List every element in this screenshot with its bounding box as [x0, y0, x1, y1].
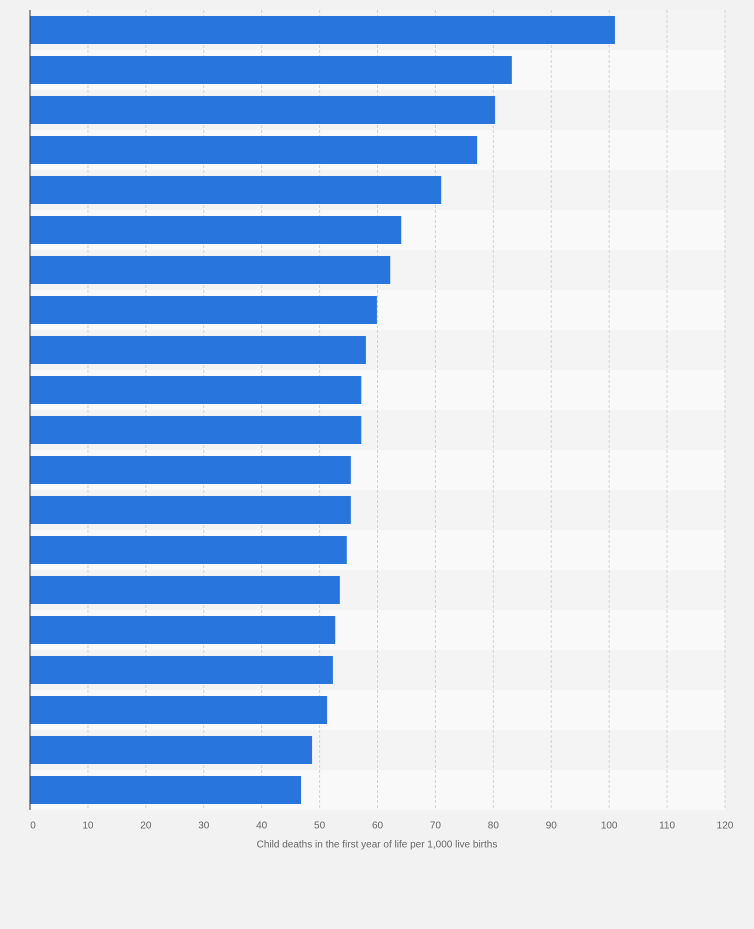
- x-tick-label: 70: [430, 821, 442, 832]
- bar: [30, 96, 496, 124]
- x-tick-label: 20: [140, 821, 152, 832]
- x-tick-label: 110: [659, 821, 675, 832]
- x-tick-label: 120: [717, 821, 734, 832]
- bar: [30, 736, 313, 764]
- x-tick-label: 100: [601, 821, 618, 832]
- bar: [30, 256, 391, 284]
- bar: [30, 776, 302, 804]
- x-axis-label: Child deaths in the first year of life p…: [257, 840, 498, 851]
- bar: [30, 376, 362, 404]
- x-tick-label: 40: [256, 821, 268, 832]
- x-tick-label: 80: [488, 821, 500, 832]
- bar: [30, 656, 333, 684]
- bar: [30, 456, 351, 484]
- x-tick-label: 30: [198, 821, 210, 832]
- x-tick-label: 50: [314, 821, 326, 832]
- bar: [30, 416, 362, 444]
- bar: [30, 696, 328, 724]
- x-tick-label: 0: [30, 821, 36, 832]
- bar: [30, 536, 347, 564]
- bar: [30, 296, 377, 324]
- bar: [30, 136, 478, 164]
- bar: [30, 216, 402, 244]
- bar: [30, 176, 442, 204]
- bar: [30, 16, 615, 44]
- x-tick-label: 60: [372, 821, 384, 832]
- bar: [30, 56, 512, 84]
- x-tick-label: 10: [82, 821, 94, 832]
- bar: [30, 616, 336, 644]
- bar: [30, 336, 366, 364]
- bar: [30, 496, 351, 524]
- x-tick-label: 90: [546, 821, 558, 832]
- bar: [30, 576, 340, 604]
